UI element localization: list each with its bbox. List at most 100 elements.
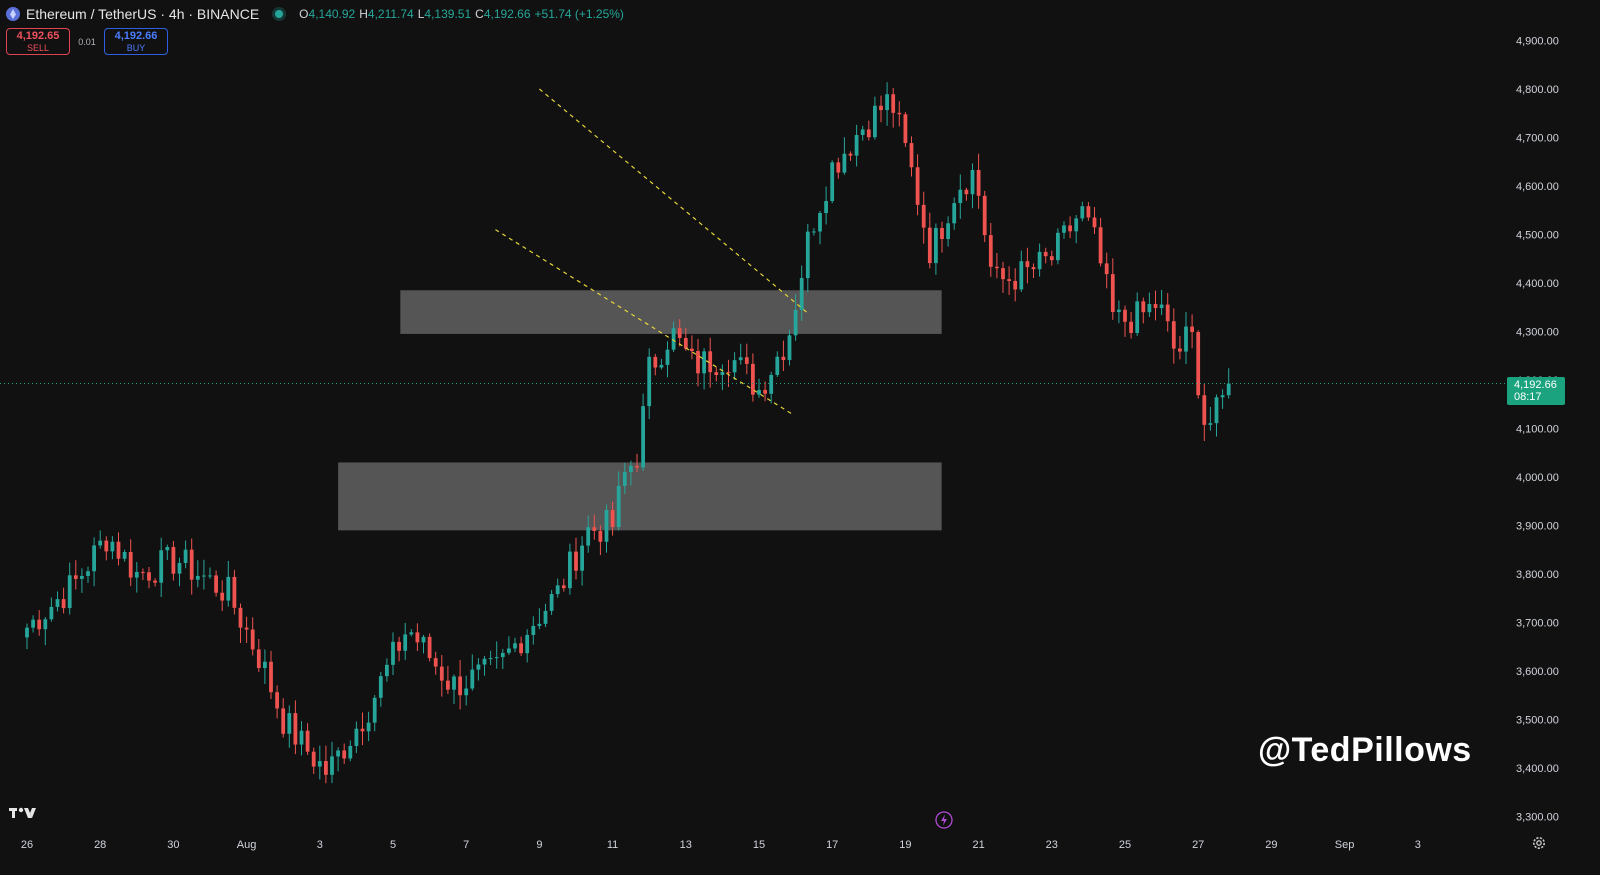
ohlc-change: +51.74 (+1.25%)	[534, 7, 624, 21]
time-axis-label: 28	[94, 839, 106, 851]
candle-body	[452, 676, 456, 690]
price-axis-label: 4,000.00	[1516, 472, 1559, 484]
candle-body	[659, 364, 664, 368]
candle-body	[1202, 395, 1207, 425]
flash-icon[interactable]	[935, 811, 953, 829]
candle-body	[720, 371, 725, 376]
candle-body	[903, 114, 908, 144]
symbol-title[interactable]: Ethereum / TetherUS · 4h · BINANCE	[26, 6, 260, 22]
price-axis-label: 3,500.00	[1516, 715, 1559, 727]
candle-body	[220, 592, 225, 601]
candle-body	[464, 688, 469, 696]
time-axis-label: 9	[536, 839, 542, 851]
candle-body	[92, 545, 96, 572]
candle-body	[1190, 326, 1194, 333]
candle-body	[232, 576, 237, 608]
candle-body	[934, 228, 938, 264]
candle-body	[1098, 227, 1103, 264]
candle-body	[824, 201, 828, 214]
candle-body	[738, 357, 743, 361]
candle-body	[1080, 206, 1085, 219]
candle-body	[171, 547, 176, 574]
candle-body	[763, 389, 767, 394]
candle-body	[519, 643, 523, 654]
candle-body	[641, 406, 645, 468]
candle-body	[677, 328, 682, 338]
tradingview-logo-icon[interactable]	[9, 805, 37, 821]
candle-body	[25, 627, 29, 638]
candle-body	[1056, 232, 1060, 261]
time-axis-label: 15	[753, 839, 765, 851]
candle-body	[1043, 251, 1048, 257]
buy-button[interactable]: 4,192.66 BUY	[104, 28, 168, 55]
candle-body	[116, 541, 121, 559]
sell-button[interactable]: 4,192.65 SELL	[6, 28, 70, 55]
candle-body	[842, 153, 847, 173]
sell-label: SELL	[26, 42, 50, 53]
candle-body	[1214, 397, 1219, 424]
price-axis-label: 4,900.00	[1516, 36, 1559, 48]
candle-body	[1208, 423, 1213, 425]
candle-body	[549, 594, 554, 611]
candle-body	[927, 227, 932, 264]
price-axis-label: 4,700.00	[1516, 133, 1559, 145]
time-axis[interactable]: 26 28 30 Aug 3 5 7 9 11 13 15 17 19 21 23 25 27 29 Sep 3	[21, 839, 1421, 851]
candle-body	[787, 335, 792, 361]
candle-body	[354, 728, 359, 746]
candle-body	[427, 636, 432, 659]
candle-body	[403, 634, 408, 651]
candle-body	[958, 189, 963, 204]
candle-body	[513, 643, 517, 649]
candle-body	[946, 223, 950, 239]
candle-body	[690, 348, 694, 352]
candle-body	[165, 547, 170, 551]
price-axis-label: 4,800.00	[1516, 84, 1559, 96]
candle-body	[683, 337, 688, 349]
candle-body	[1007, 279, 1011, 281]
candle-body	[726, 371, 731, 373]
candle-body	[31, 619, 35, 628]
candle-body	[885, 94, 889, 111]
candle-body	[995, 266, 999, 269]
candle-body	[708, 351, 713, 373]
candle-body	[1049, 256, 1054, 261]
candle-body	[1178, 348, 1182, 352]
trade-panel: 4,192.65 SELL 0.01 4,192.66 BUY	[6, 28, 168, 55]
time-axis-label: 19	[899, 839, 911, 851]
candle-body	[1184, 326, 1188, 352]
candle-body	[555, 585, 560, 595]
price-axis-label: 4,400.00	[1516, 278, 1559, 290]
status-dot-icon	[275, 10, 284, 18]
trendlines-layer	[495, 88, 807, 415]
candle-body	[250, 629, 255, 650]
candle-body	[1135, 301, 1140, 333]
time-axis-label: 21	[972, 839, 984, 851]
candle-body	[275, 692, 279, 709]
candle-body	[153, 580, 157, 583]
candle-body	[610, 510, 615, 527]
sell-price: 4,192.65	[16, 29, 60, 42]
settings-gear-icon[interactable]	[1531, 835, 1547, 851]
candle-body	[311, 751, 316, 767]
price-axis[interactable]: 4,900.00 4,800.00 4,700.00 4,600.00 4,500.00…	[1516, 36, 1559, 824]
candle-body	[988, 235, 993, 267]
candle-body	[848, 153, 853, 156]
candle-body	[488, 658, 493, 660]
candle-body	[873, 105, 877, 138]
candle-body	[37, 619, 42, 630]
time-axis-label: Sep	[1335, 839, 1355, 851]
candle-body	[598, 530, 603, 542]
zones-layer	[338, 290, 942, 531]
candle-body	[336, 750, 340, 757]
candle-body	[744, 357, 749, 364]
candle-body	[879, 105, 883, 111]
candle-body	[372, 697, 377, 723]
candle-body	[1037, 251, 1042, 270]
candle-body	[812, 231, 816, 233]
price-axis-label: 3,400.00	[1516, 763, 1559, 775]
time-axis-label: 23	[1046, 839, 1058, 851]
candle-body	[110, 541, 115, 552]
candle-body	[458, 676, 462, 696]
candle-body	[202, 575, 206, 577]
